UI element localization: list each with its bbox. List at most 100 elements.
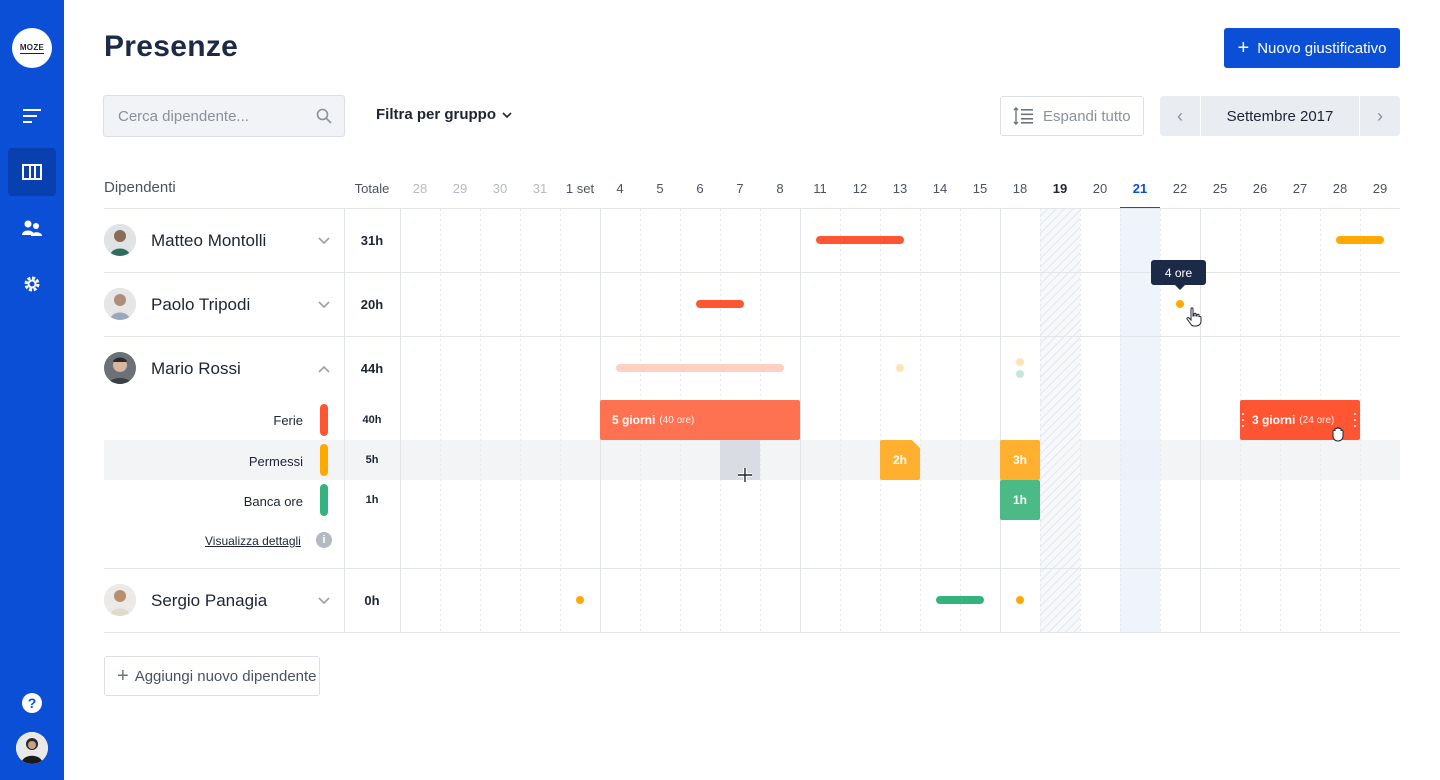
banca-summary-dot[interactable] — [1016, 370, 1024, 378]
chevron-down-icon — [502, 111, 512, 118]
hand-pointer-icon — [1186, 307, 1202, 327]
people-icon — [22, 220, 42, 236]
category-color-bar — [320, 484, 328, 516]
permessi-dot[interactable] — [576, 596, 584, 604]
permessi-block-hours: 2h — [892, 453, 907, 467]
employee-name[interactable]: Paolo Tripodi — [151, 295, 251, 314]
calendar-columns-icon — [22, 164, 42, 180]
day-header: 8 — [776, 181, 784, 196]
category-color-bar — [320, 404, 328, 436]
new-justification-label: Nuovo giustificativo — [1257, 39, 1387, 57]
add-employee-button[interactable]: + Aggiungi nuovo dipendente — [104, 656, 320, 696]
ferie-pill[interactable] — [696, 300, 744, 308]
chevron-right-icon: › — [1377, 105, 1383, 126]
prev-month-button[interactable]: ‹ — [1160, 96, 1200, 136]
employee-name[interactable]: Sergio Panagia — [151, 591, 268, 610]
banca-ore-block[interactable]: 1h — [1000, 480, 1040, 520]
category-total: 1h — [365, 494, 379, 506]
permessi-dot[interactable] — [1176, 300, 1184, 308]
permessi-summary-dot[interactable] — [1016, 358, 1024, 366]
ferie-pill[interactable] — [816, 236, 904, 244]
app-logo[interactable]: MOZE — [12, 28, 52, 68]
group-filter-dropdown[interactable]: Filtra per gruppo — [376, 106, 512, 123]
expand-all-label: Espandi tutto — [1043, 107, 1131, 125]
group-filter-label: Filtra per gruppo — [376, 106, 496, 123]
category-label: Permessi — [248, 454, 303, 469]
total-header: Totale — [354, 181, 390, 196]
day-header: 5 — [656, 181, 664, 196]
ferie-block[interactable]: 5 giorni (40 ore) — [600, 400, 800, 440]
crosshair-cursor-icon — [738, 468, 752, 482]
day-header: 29 — [452, 181, 468, 196]
employees-header: Dipendenti — [104, 179, 176, 196]
day-header: 25 — [1212, 181, 1228, 196]
nav-people[interactable] — [8, 204, 56, 252]
employee-total: 44h — [360, 361, 384, 376]
nav-settings[interactable] — [8, 260, 56, 308]
resize-handle-left[interactable] — [1241, 412, 1245, 428]
logo-text: MOZE — [19, 42, 45, 54]
employee-name[interactable]: Matteo Montolli — [151, 231, 267, 250]
permessi-summary-dot[interactable] — [896, 364, 904, 372]
user-avatar[interactable] — [16, 732, 48, 764]
avatar — [104, 224, 136, 256]
permessi-block[interactable]: 3h — [1000, 440, 1040, 480]
day-header: 29 — [1372, 181, 1388, 196]
day-header: 6 — [696, 181, 704, 196]
day-header: 15 — [972, 181, 988, 196]
page-title: Presenze — [104, 30, 239, 63]
nav-calendar[interactable] — [8, 148, 56, 196]
plus-icon: + — [1237, 37, 1250, 59]
day-header: 14 — [932, 181, 948, 196]
ferie-block-days: 3 giorni — [1252, 413, 1296, 427]
avatar — [104, 288, 136, 320]
day-header: 20 — [1092, 181, 1108, 196]
info-icon[interactable]: i — [316, 532, 332, 548]
chevron-down-icon[interactable] — [318, 237, 330, 245]
ferie-block-hours: (40 ore) — [659, 414, 695, 426]
category-label: Ferie — [273, 413, 303, 428]
view-details-link[interactable]: Visualizza dettagli — [205, 534, 301, 548]
chevron-up-icon[interactable] — [318, 365, 330, 373]
search-icon[interactable] — [316, 108, 332, 124]
day-header: 13 — [892, 181, 908, 196]
ferie-block[interactable]: 3 giorni (24 ore) — [1240, 400, 1360, 440]
new-justification-button[interactable]: + Nuovo giustificativo — [1224, 28, 1400, 68]
grab-hand-icon — [1332, 427, 1344, 442]
resize-handle-right[interactable] — [1353, 412, 1357, 428]
plus-icon: + — [117, 665, 129, 687]
category-label: Banca ore — [243, 494, 303, 509]
next-month-button[interactable]: › — [1360, 96, 1400, 136]
help-icon[interactable]: ? — [22, 693, 42, 713]
day-header: 28 — [1332, 181, 1348, 196]
permessi-dot[interactable] — [1016, 596, 1024, 604]
ferie-summary-pill[interactable] — [616, 364, 784, 372]
hatched-column — [1040, 209, 1080, 633]
ferie-block-hours: (24 ore) — [1299, 414, 1335, 426]
chevron-down-icon[interactable] — [318, 597, 330, 605]
search-input[interactable] — [104, 96, 344, 136]
expand-all-button[interactable]: Espandi tutto — [1000, 96, 1144, 136]
ferie-block-days: 5 giorni — [612, 413, 656, 427]
day-header: 22 — [1172, 181, 1188, 196]
gear-icon — [24, 276, 40, 292]
banca-ore-pill[interactable] — [936, 596, 984, 604]
day-header: 26 — [1252, 181, 1268, 196]
day-header: 19 — [1052, 181, 1068, 196]
avatar — [104, 352, 136, 384]
permessi-pill[interactable] — [1336, 236, 1384, 244]
day-header: 12 — [852, 181, 868, 196]
hours-tooltip: 4 ore — [1151, 260, 1206, 290]
day-header: 30 — [492, 181, 508, 196]
day-header: 7 — [736, 181, 744, 196]
permessi-block[interactable]: 2h — [880, 440, 920, 480]
menu-lines-icon — [23, 109, 41, 123]
search-box — [103, 95, 345, 137]
employee-name[interactable]: Mario Rossi — [151, 359, 241, 378]
chevron-down-icon[interactable] — [318, 301, 330, 309]
day-header: 21 — [1132, 181, 1148, 196]
nav-menu[interactable] — [8, 92, 56, 140]
employee-total: 20h — [360, 297, 384, 312]
category-total: 5h — [365, 454, 379, 466]
add-employee-label: Aggiungi nuovo dipendente — [134, 667, 317, 685]
